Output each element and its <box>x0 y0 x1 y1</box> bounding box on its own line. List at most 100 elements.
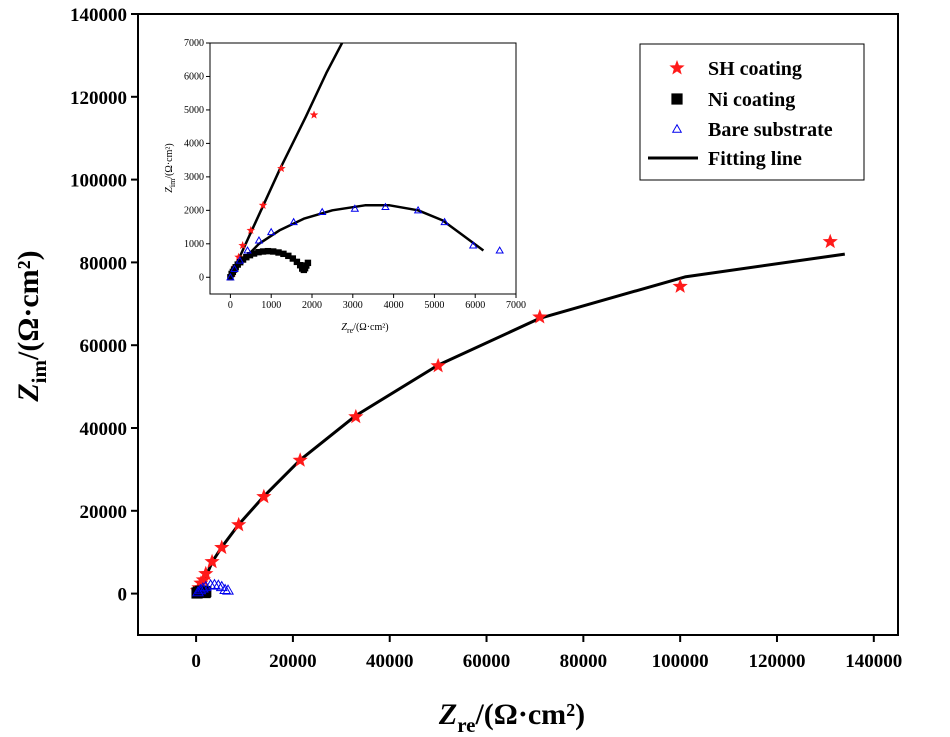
main-x-tick-label: 100000 <box>652 651 709 672</box>
main-bare-substrate-point-0 <box>192 585 204 597</box>
inset-y-tick-label: 3000 <box>184 172 204 183</box>
inset-ni-coating-point-16 <box>280 250 287 258</box>
inset-series-bare-substrate <box>226 202 504 281</box>
inset-ni-coating-point-19 <box>293 258 301 266</box>
main-series <box>189 233 846 599</box>
inset-ni-coating-point-0 <box>227 274 234 281</box>
main-x-tick-label: 40000 <box>366 651 414 672</box>
legend-swatch-ni-coating-point-0 <box>671 93 683 105</box>
main-sh-coating-point-10 <box>348 408 364 424</box>
main-bare-substrate-point-2 <box>196 582 209 593</box>
main-y-tick-label: 60000 <box>80 336 128 357</box>
main-bare-substrate-point-3 <box>199 580 212 592</box>
inset-bare-fitting-line <box>229 204 485 279</box>
inset-sh-coating-point-3 <box>238 240 247 250</box>
inset-bare-substrate-point-10 <box>413 205 423 214</box>
main-plot: 0 20000 40000 60000 80000 100000 120000 1400000… <box>12 5 902 737</box>
main-x-tick-label: 20000 <box>269 651 317 672</box>
main-y-tick-label: 120000 <box>70 88 127 109</box>
inset-y-tick-label: 7000 <box>184 38 204 49</box>
inset-ni-coating-point-14 <box>270 248 277 255</box>
inset-x-tick-label: 7000 <box>506 300 526 311</box>
main-sh-coating-point-8 <box>256 488 272 504</box>
main-sh-coating-point-4 <box>198 565 214 581</box>
main-y-axis-title: Zim/(Ω·cm²) <box>12 250 51 402</box>
main-sh-coating-point-13 <box>672 278 688 293</box>
inset-ni-coating-point-10 <box>250 250 258 257</box>
inset-bare-substrate-point-11 <box>440 217 449 226</box>
inset-ni-coating-point-13 <box>264 247 272 255</box>
inset-y-tick-label: 5000 <box>184 105 204 116</box>
inset-bare-substrate-point-1 <box>230 264 239 272</box>
main-sh-coating-point-9 <box>292 452 308 467</box>
legend-entry-sh-coating: SH coating <box>669 58 802 80</box>
main-y-tick-label: 20000 <box>80 502 128 523</box>
main-plot-frame <box>137 13 899 636</box>
inset-plot-frame <box>209 42 517 295</box>
inset-x-tick-label: 0 <box>228 300 233 311</box>
main-ticks: 0 20000 40000 60000 80000 100000 120000 1400000… <box>70 5 902 672</box>
inset-plot: 0 1000 2000 3000 4000 5000 6000 7000 0 1000 2000 30… <box>164 38 526 335</box>
legend-label-fitting-line: Fitting line <box>708 148 802 170</box>
main-x-tick-label: 120000 <box>748 651 805 672</box>
legend-entry-fitting-line: Fitting line <box>648 148 802 170</box>
main-x-tick-label: 0 <box>191 651 201 672</box>
main-sh-coating-point-7 <box>231 516 247 532</box>
inset-bare-substrate-point-2 <box>235 256 245 264</box>
main-bare-substrate-point-1 <box>194 583 207 595</box>
inset-x-tick-label: 4000 <box>384 300 404 311</box>
legend-swatch-bare-substrate-point-0 <box>671 123 683 133</box>
inset-x-tick-label: 1000 <box>261 300 281 311</box>
main-y-tick-label: 0 <box>118 585 128 606</box>
inset-x-tick-label: 2000 <box>302 300 322 311</box>
main-sh-coating-point-5 <box>204 553 220 569</box>
inset-ni-coating-point-17 <box>285 252 292 260</box>
main-bare-substrate-point-9 <box>222 584 234 595</box>
inset-ni-coating-point-18 <box>289 255 297 262</box>
main-y-tick-label: 40000 <box>80 419 128 440</box>
inset-bare-substrate-point-12 <box>468 241 478 249</box>
main-sh-coating-point-6 <box>214 539 230 555</box>
legend-entry-bare-substrate: Bare substrate <box>671 119 833 141</box>
inset-y-tick-label: 4000 <box>184 138 204 149</box>
inset-ni-coating-point-20 <box>296 262 304 269</box>
inset-ni-coating-point-15 <box>275 249 282 256</box>
inset-sh-fitting-line <box>229 43 344 278</box>
inset-bare-substrate-point-4 <box>254 236 264 244</box>
inset-sh-coating-point-4 <box>246 225 256 235</box>
main-x-axis-title: Zre/(Ω·cm²) <box>438 698 585 737</box>
inset-ni-coating-point-25 <box>304 259 312 267</box>
inset-x-tick-label: 6000 <box>465 300 485 311</box>
inset-y-tick-label: 1000 <box>184 239 204 250</box>
inset-sh-coating-point-2 <box>234 252 243 261</box>
inset-sh-coating-point-5 <box>258 200 268 209</box>
main-sh-coating-point-11 <box>430 357 446 373</box>
legend-entries: SH coating Ni coating Bare substrate Fittin… <box>648 58 833 170</box>
main-y-tick-label: 80000 <box>80 253 128 274</box>
inset-bare-substrate-point-8 <box>350 204 360 212</box>
inset-bare-substrate-point-7 <box>317 207 327 216</box>
main-series-bare-substrate <box>192 578 234 597</box>
legend-label-bare-substrate: Bare substrate <box>708 119 833 141</box>
inset-bare-substrate-point-9 <box>381 202 390 211</box>
main-sh-coating-point-14 <box>822 233 838 249</box>
main-x-tick-label: 60000 <box>463 651 511 672</box>
inset-bare-substrate-point-0 <box>226 272 235 281</box>
inset-y-axis-title: Zim/(Ω·cm²) <box>164 143 177 192</box>
inset-bare-substrate-point-13 <box>495 246 504 254</box>
inset-x-axis-title: Zre/(Ω·cm²) <box>341 322 388 335</box>
main-ni-coating-point-7 <box>200 585 212 598</box>
main-y-tick-label: 140000 <box>70 5 127 26</box>
inset-sh-coating-point-7 <box>309 110 319 119</box>
legend: SH coating Ni coating Bare substrate Fittin… <box>639 43 865 181</box>
main-sh-coating-point-12 <box>532 309 548 324</box>
main-sh-coating-point-3 <box>195 571 211 587</box>
inset-x-tick-label: 3000 <box>343 300 363 311</box>
main-bare-substrate-point-6 <box>212 579 225 590</box>
inset-ni-coating-point-11 <box>255 248 262 256</box>
main-x-tick-label: 140000 <box>845 651 902 672</box>
inset-y-tick-label: 2000 <box>184 205 204 216</box>
inset-x-tick-label: 5000 <box>424 300 444 311</box>
inset-ni-coating-point-8 <box>243 253 250 261</box>
